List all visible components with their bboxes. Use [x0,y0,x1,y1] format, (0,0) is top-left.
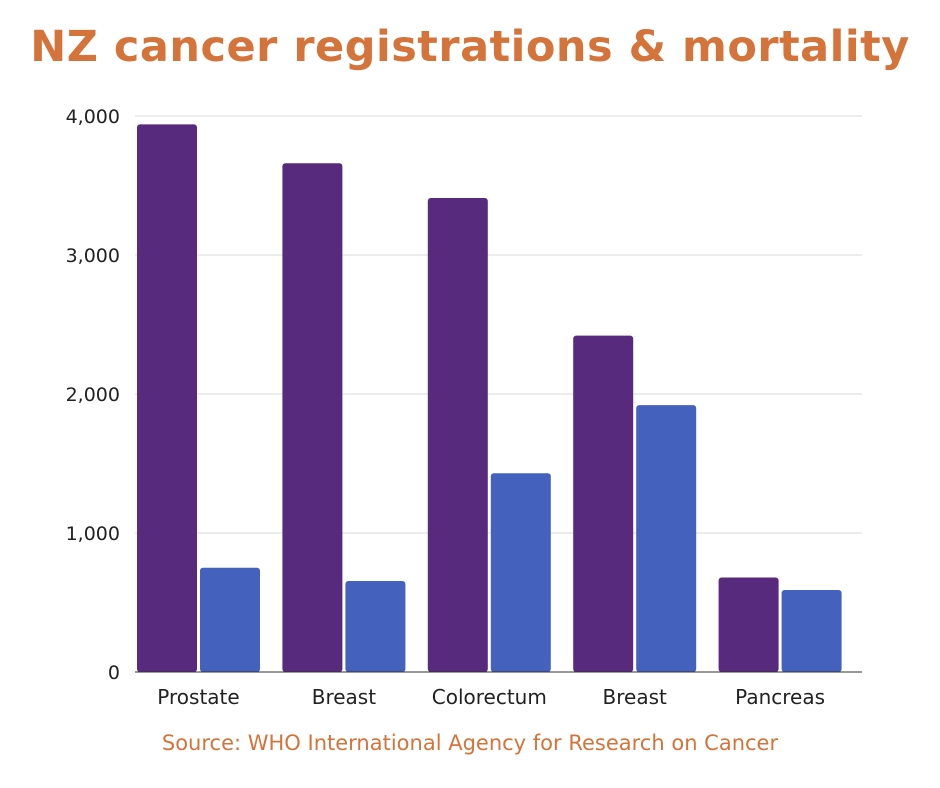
bar-series-2 [636,405,697,672]
bar-series-1 [137,124,197,673]
bar-series-2 [345,580,406,672]
bar-series-2 [781,589,842,672]
x-category-label: Pancreas [735,685,825,709]
bar-series-2 [490,473,551,672]
y-axis-ticks: 0 1,000 2,000 3,000 4,000 [66,106,120,684]
bar-series-1 [282,163,343,672]
x-category-label: Colorectum [432,685,547,709]
x-category-label: Prostate [157,685,239,709]
y-tick-label: 1,000 [66,523,120,545]
bars [137,124,842,673]
y-tick-label: 3,000 [66,245,120,267]
bar-series-1 [427,198,488,672]
y-tick-label: 2,000 [66,384,120,406]
x-category-label: Breast [603,685,667,709]
y-tick-label: 4,000 [66,106,120,128]
chart-title: NZ cancer registrations & mortality [30,22,910,72]
x-axis-categories: Prostate Breast Colorectum Breast Pancreas [157,685,825,709]
y-tick-label: 0 [108,662,120,684]
bar-series-1 [718,577,779,672]
bar-series-1 [573,335,634,672]
bar-series-2 [200,567,260,672]
grid-lines [135,115,862,534]
source-note: Source: WHO International Agency for Res… [161,731,779,755]
x-category-label: Breast [312,685,376,709]
